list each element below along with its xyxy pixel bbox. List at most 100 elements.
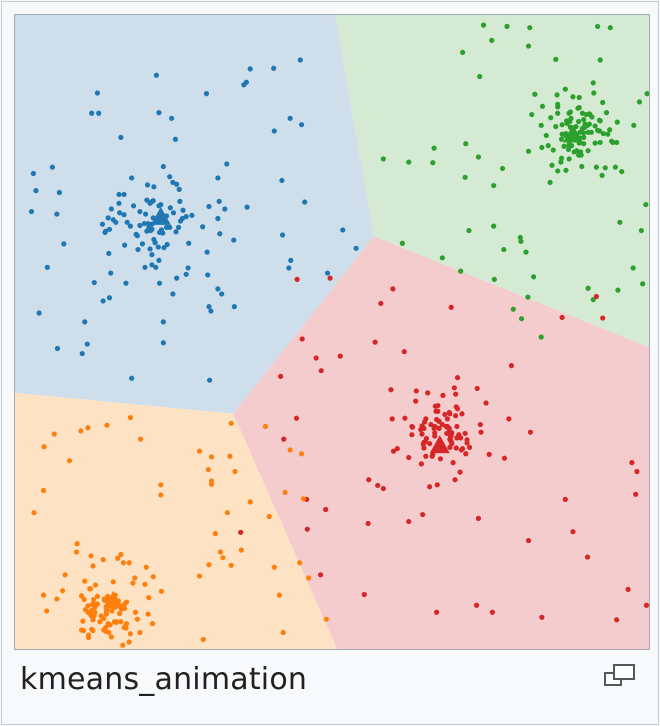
data-point xyxy=(491,276,497,282)
data-point xyxy=(644,91,649,97)
data-point xyxy=(525,148,532,154)
data-point xyxy=(454,435,460,441)
region-green xyxy=(335,15,649,348)
data-point xyxy=(631,122,637,128)
data-point xyxy=(585,285,591,291)
data-point xyxy=(454,375,461,381)
data-point xyxy=(215,215,221,222)
data-point xyxy=(406,518,412,525)
data-point xyxy=(615,287,621,293)
data-point xyxy=(54,596,60,602)
data-point xyxy=(143,211,149,217)
data-point xyxy=(444,416,450,422)
data-point xyxy=(579,163,585,170)
file-caption[interactable]: kmeans_animation xyxy=(20,662,308,697)
data-point xyxy=(597,57,603,63)
data-point xyxy=(127,223,133,229)
data-point xyxy=(132,575,138,581)
data-point xyxy=(643,201,649,208)
data-point xyxy=(420,511,426,518)
data-point xyxy=(123,599,130,605)
data-point xyxy=(117,610,123,617)
data-point xyxy=(504,23,510,30)
data-point xyxy=(409,432,415,438)
data-point xyxy=(224,510,230,516)
data-point xyxy=(570,529,576,535)
data-point xyxy=(640,281,646,287)
data-point xyxy=(550,147,556,153)
data-point xyxy=(81,596,87,603)
data-point xyxy=(217,549,224,555)
data-point xyxy=(561,143,567,149)
data-point xyxy=(375,482,381,489)
data-point xyxy=(453,391,459,397)
data-point xyxy=(61,241,67,247)
region-blue xyxy=(15,15,374,414)
data-point xyxy=(137,222,143,229)
data-point xyxy=(89,602,95,608)
data-point xyxy=(547,179,553,185)
data-point xyxy=(94,593,101,599)
data-point xyxy=(146,595,152,601)
data-point xyxy=(151,184,157,190)
data-point xyxy=(462,174,468,180)
data-point xyxy=(579,125,586,132)
data-point xyxy=(555,110,561,116)
data-point xyxy=(89,626,95,632)
data-point xyxy=(483,400,489,406)
data-point xyxy=(106,250,112,256)
data-point xyxy=(82,319,88,325)
data-point xyxy=(118,619,124,625)
data-point xyxy=(466,444,473,450)
centroid-marker xyxy=(103,590,124,609)
data-point xyxy=(206,304,212,310)
data-point xyxy=(36,310,42,316)
data-point xyxy=(143,564,149,570)
data-point xyxy=(436,425,442,431)
data-point xyxy=(529,111,535,118)
data-point xyxy=(491,182,497,189)
data-point xyxy=(317,572,324,578)
data-point xyxy=(151,236,157,243)
data-point xyxy=(453,413,459,419)
data-point xyxy=(104,593,111,599)
data-point xyxy=(80,618,86,624)
data-point xyxy=(247,499,253,505)
data-point xyxy=(442,411,448,418)
data-point xyxy=(566,110,572,116)
data-point xyxy=(121,212,127,218)
data-point xyxy=(109,608,115,614)
data-point xyxy=(139,241,146,247)
data-point xyxy=(423,416,429,422)
data-point xyxy=(208,478,215,484)
data-point xyxy=(115,555,121,561)
data-point xyxy=(41,444,47,450)
data-point xyxy=(149,252,155,258)
data-point xyxy=(222,206,228,212)
centroids xyxy=(103,124,583,609)
enlarge-icon[interactable] xyxy=(602,662,638,690)
data-point xyxy=(155,244,161,250)
data-point xyxy=(434,482,440,488)
chart-area[interactable] xyxy=(14,14,650,650)
data-point xyxy=(543,132,549,139)
data-point xyxy=(175,224,182,230)
data-point xyxy=(238,529,244,535)
data-point xyxy=(108,634,114,640)
data-point xyxy=(636,99,643,105)
data-point xyxy=(372,339,378,345)
data-point xyxy=(538,122,544,128)
data-point xyxy=(590,80,596,86)
data-point xyxy=(638,227,644,234)
data-point xyxy=(548,115,554,121)
data-point xyxy=(553,56,559,62)
data-point xyxy=(88,612,94,618)
data-point xyxy=(206,203,212,210)
data-point xyxy=(59,588,66,594)
data-point xyxy=(117,210,123,216)
data-point xyxy=(563,167,569,173)
data-point xyxy=(132,609,139,615)
data-point xyxy=(439,255,445,261)
data-point xyxy=(186,240,192,246)
